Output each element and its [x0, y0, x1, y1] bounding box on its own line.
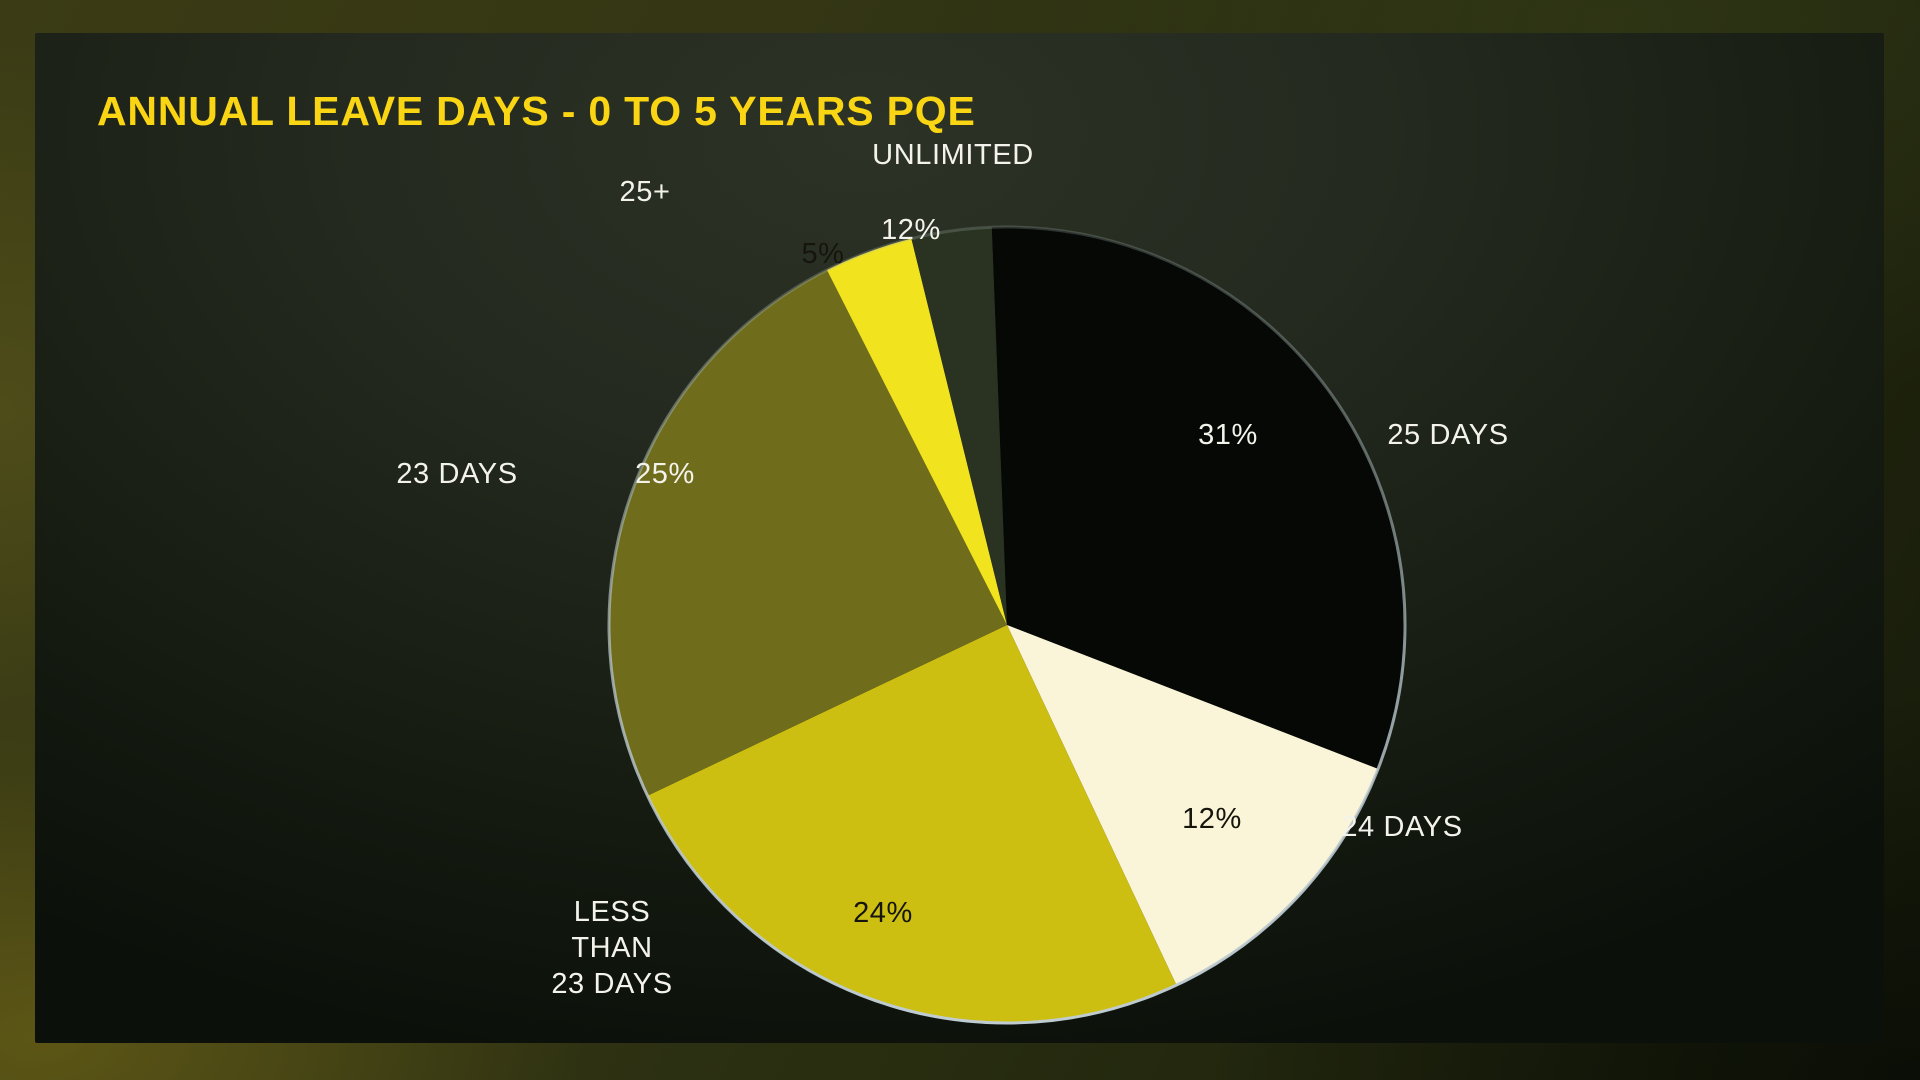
chart-panel: ANNUAL LEAVE DAYS - 0 TO 5 YEARS PQE 31%…	[35, 33, 1884, 1043]
pie-name-label-25-plus: 25+	[619, 176, 671, 208]
pie-name-label-23-days: 23 DAYS	[396, 458, 518, 490]
pie-value-label-24-days: 12%	[1182, 803, 1242, 835]
pie-slice-23-days	[608, 270, 1007, 796]
pie-slice-24-days	[1007, 625, 1379, 986]
pie-slices	[608, 226, 1405, 1024]
pie-value-label-23-days: 25%	[635, 458, 695, 490]
pie-name-label-less-than-23-days: LESS THAN 23 DAYS	[551, 896, 673, 1000]
pie-chart	[607, 225, 1407, 1025]
pie-value-label-less-than-23-days: 24%	[853, 897, 913, 929]
pie-value-label-25-plus: 5%	[801, 238, 845, 270]
pie-name-label-unlimited: UNLIMITED	[872, 139, 1034, 171]
pie-value-label-25-days: 31%	[1198, 419, 1258, 451]
chart-title: ANNUAL LEAVE DAYS - 0 TO 5 YEARS PQE	[97, 88, 976, 134]
pie-slice-25-days	[991, 226, 1405, 769]
pie-rim	[607, 225, 1407, 1025]
pie-slice-unlimited	[911, 227, 1007, 625]
pie-labels-layer: 31% 25 DAYS 12% 24 DAYS 24% LESS THAN 23 DAYS…	[35, 33, 1884, 1043]
pie-name-label-25-days: 25 DAYS	[1387, 419, 1509, 451]
pie-slice-less-than-23-days	[647, 625, 1177, 1024]
pie-value-label-unlimited: 12%	[881, 214, 941, 246]
pie-name-label-24-days: 24 DAYS	[1341, 811, 1463, 843]
pie-slice-25-plus	[826, 238, 1007, 625]
